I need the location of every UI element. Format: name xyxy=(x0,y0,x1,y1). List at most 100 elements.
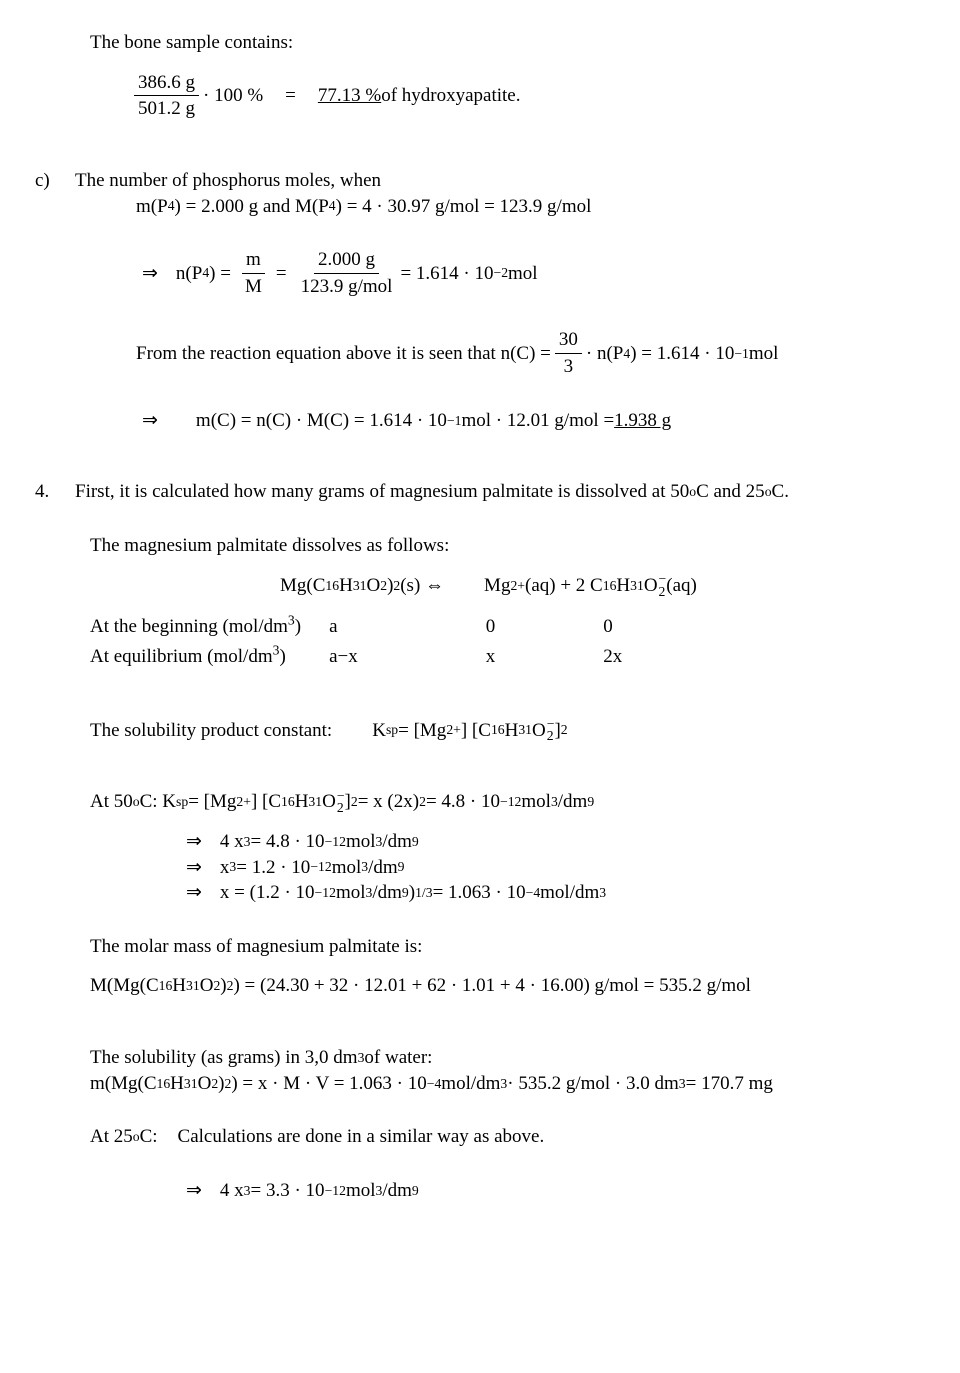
s2bb: = 1.2 · 10 xyxy=(236,855,310,881)
a50g: ] xyxy=(345,789,351,815)
s3bb: mol xyxy=(336,880,366,906)
c-l2c: ) = 4 · 30.97 g/mol = 123.9 g/mol xyxy=(336,194,592,220)
a50f: O xyxy=(322,789,336,815)
a50j: mol xyxy=(521,789,551,815)
ksp-b: = [Mg xyxy=(398,718,446,744)
sola: The solubility (as grams) in 3,0 dm xyxy=(90,1045,358,1071)
s2c2: O xyxy=(198,1071,212,1097)
c-frac2-num: 2.000 g xyxy=(314,247,379,274)
bone-result: 77.13 % xyxy=(318,83,381,109)
s3cc: /dm xyxy=(372,880,402,906)
c-from-frac: 30 3 xyxy=(555,327,582,379)
q4-eqn-d: (s) ⇔ xyxy=(400,573,444,599)
table-row: At the beginning (mol/dm3) a 0 0 xyxy=(90,612,650,642)
bone-intro: The bone sample contains: xyxy=(90,30,900,56)
c-line1: The number of phosphorus moles, when xyxy=(75,168,381,194)
a50c: = [Mg xyxy=(188,789,236,815)
s2b2: H xyxy=(170,1071,184,1097)
s2e: 2 xyxy=(337,802,345,814)
a50e: H xyxy=(295,789,309,815)
q4-l1a: First, it is calculated how many grams o… xyxy=(75,479,689,505)
c-from-d: mol xyxy=(749,341,779,367)
a50d: ] [C xyxy=(251,789,281,815)
s1b: = 4.8 · 10 xyxy=(251,829,325,855)
part-c: c) The number of phosphorus moles, when … xyxy=(90,168,900,433)
c-from-b: · n(P xyxy=(586,341,623,367)
q4-eqn-c: O xyxy=(366,573,380,599)
s1c: mol xyxy=(346,829,376,855)
ksp-a: K xyxy=(372,718,386,744)
ksp-def: The solubility product constant: Ksp = [… xyxy=(90,718,900,744)
c1b: a xyxy=(329,612,386,642)
arrow-icon: ⇒ xyxy=(186,880,202,906)
c1e: a−x xyxy=(329,642,386,672)
last-step: ⇒ 4 x3 = 3.3 · 10−12 mol3 /dm9 xyxy=(180,1178,900,1204)
c-frac-mM: m M xyxy=(241,247,266,299)
s3ee: = 1.063 · 10 xyxy=(433,880,526,906)
c-mc: ⇒ m(C) = n(C) · M(C) = 1.614 · 10−1 mol … xyxy=(136,408,900,434)
a50h: = x (2x) xyxy=(358,789,419,815)
arrow-icon: ⇒ xyxy=(142,261,158,287)
q4-l1c: C. xyxy=(772,479,789,505)
s3b: 3 xyxy=(273,643,280,658)
a25c: Calculations are done in a similar way a… xyxy=(178,1124,545,1150)
problem-4: 4. First, it is calculated how many gram… xyxy=(90,479,900,1203)
s1a: 4 x xyxy=(220,829,244,855)
c-n-lhs-a: n(P xyxy=(176,261,202,287)
s2aa: x xyxy=(220,855,230,881)
q4-eqn-rd: O xyxy=(644,573,658,599)
bone-of: of hydroxyapatite. xyxy=(381,83,520,109)
table-row: At equilibrium (mol/dm3) a−x x 2x xyxy=(90,642,650,672)
c-n-res: = 1.614 · 10 xyxy=(400,261,493,287)
part-c-label: c) xyxy=(35,168,75,194)
bone-eq: = xyxy=(285,83,296,109)
c-l2a: m(P xyxy=(136,194,168,220)
c-n-unit: mol xyxy=(508,261,538,287)
s3: 3 xyxy=(288,613,295,628)
s2c: 2 xyxy=(659,586,667,598)
ksp-f: ] xyxy=(554,718,560,744)
a50k: /dm xyxy=(558,789,588,815)
arrow-icon: ⇒ xyxy=(142,408,158,434)
bone-frac-num: 386.6 g xyxy=(134,70,199,97)
ksp-d: H xyxy=(505,718,519,744)
s3ff: mol/dm xyxy=(540,880,599,906)
c-from-a: From the reaction equation above it is s… xyxy=(136,341,551,367)
row-eq: At equilibrium (mol/dm xyxy=(90,646,273,667)
lb: = 3.3 · 10 xyxy=(251,1178,325,1204)
q4-dissolve: The magnesium palmitate dissolves as fol… xyxy=(90,533,900,559)
mm-eqn: M(Mg(C16 H31 O2)2 ) = (24.30 + 32 · 12.0… xyxy=(90,973,900,999)
c-from: From the reaction equation above it is s… xyxy=(136,327,900,379)
mma: M(Mg(C xyxy=(90,973,159,999)
ice-table: At the beginning (mol/dm3) a 0 0 At equi… xyxy=(90,612,650,671)
ksp-e: O xyxy=(532,718,546,744)
c2b: 0 xyxy=(386,612,524,642)
c-frac2-den: 123.9 g/mol xyxy=(297,274,397,300)
bone-times100: · 100 % xyxy=(203,83,263,109)
a25b: C: xyxy=(140,1124,158,1150)
at50: At 50 o C: Ksp = [Mg2+ ] [C16 H31 O−2 ]2… xyxy=(90,789,900,815)
c-frac1-den: M xyxy=(241,274,266,300)
ksp-label: The solubility product constant: xyxy=(90,718,332,744)
s3aa: x = (1.2 · 10 xyxy=(220,880,315,906)
row-begin: At the beginning (mol/dm xyxy=(90,616,288,637)
s2dd: /dm xyxy=(368,855,398,881)
sol-eqn: m(Mg(C16 H31 O2)2 ) = x · M · V = 1.063 … xyxy=(90,1071,900,1097)
q4-eqn-rc: H xyxy=(616,573,630,599)
solb: of water: xyxy=(364,1045,432,1071)
a50i: = 4.8 · 10 xyxy=(426,789,500,815)
s2d2: ) = x · M · V = 1.063 · 10 xyxy=(231,1071,426,1097)
q4-eqn-b: H xyxy=(339,573,353,599)
mmb: H xyxy=(172,973,186,999)
ksp-c: ] [C xyxy=(461,718,491,744)
c3e: 2x xyxy=(523,642,650,672)
s2d: 2 xyxy=(547,730,555,742)
arrow-icon: ⇒ xyxy=(186,829,202,855)
q4-eqn-re: (aq) xyxy=(666,573,697,599)
at25: At 25 o C: Calculations are done in a si… xyxy=(90,1124,900,1150)
s2a2: m(Mg(C xyxy=(90,1071,157,1097)
q4-label: 4. xyxy=(35,479,75,505)
s2f2: · 535.2 g/mol · 3.0 dm xyxy=(507,1071,679,1097)
c-from-num: 30 xyxy=(555,327,582,354)
q4-eqn-rb: (aq) + 2 C xyxy=(525,573,603,599)
